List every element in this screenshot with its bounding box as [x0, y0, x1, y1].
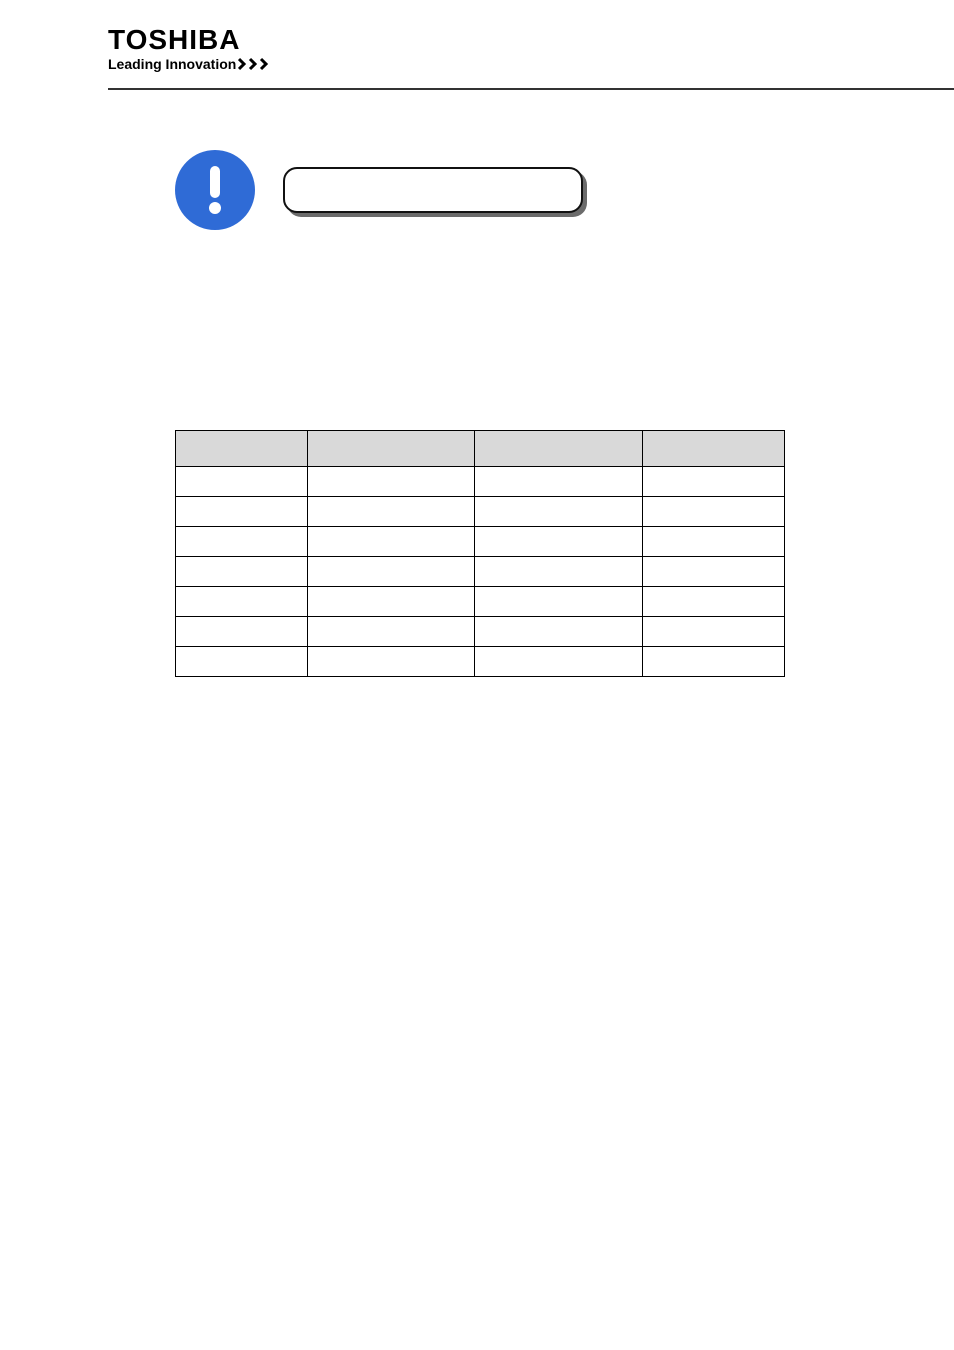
table-cell — [176, 527, 308, 557]
table-cell — [307, 467, 474, 497]
data-table-wrap — [175, 430, 785, 677]
table-cell — [475, 557, 642, 587]
table-cell — [176, 617, 308, 647]
table-header-cell — [475, 431, 642, 467]
page-content — [175, 150, 785, 677]
table-row — [176, 527, 785, 557]
table-cell — [642, 587, 784, 617]
table-cell — [475, 587, 642, 617]
chevrons-icon — [238, 57, 274, 71]
table-cell — [176, 557, 308, 587]
brand-logo: TOSHIBA Leading Innovation — [108, 24, 274, 72]
table-row — [176, 557, 785, 587]
table-cell — [307, 557, 474, 587]
table-cell — [176, 497, 308, 527]
table-cell — [475, 647, 642, 677]
table-cell — [176, 467, 308, 497]
table-cell — [642, 497, 784, 527]
table-cell — [307, 527, 474, 557]
table-header-cell — [176, 431, 308, 467]
table-cell — [176, 647, 308, 677]
page-header: TOSHIBA Leading Innovation — [108, 28, 954, 90]
notice-row — [175, 150, 785, 230]
notice-box-front — [283, 167, 583, 213]
table-cell — [642, 527, 784, 557]
notice-callout-box — [283, 167, 583, 213]
table-cell — [307, 497, 474, 527]
exclamation-icon — [175, 150, 255, 230]
table-cell — [475, 467, 642, 497]
table-cell — [307, 587, 474, 617]
table-cell — [642, 617, 784, 647]
table-cell — [307, 617, 474, 647]
table-cell — [642, 557, 784, 587]
table-row — [176, 497, 785, 527]
table-cell — [475, 497, 642, 527]
table-row — [176, 587, 785, 617]
brand-tagline-text: Leading Innovation — [108, 56, 236, 72]
table-row — [176, 467, 785, 497]
brand-wordmark: TOSHIBA — [108, 24, 274, 56]
brand-tagline: Leading Innovation — [108, 56, 274, 72]
table-header-cell — [307, 431, 474, 467]
table-row — [176, 617, 785, 647]
table-cell — [642, 647, 784, 677]
table-cell — [475, 617, 642, 647]
table-cell — [475, 527, 642, 557]
table-cell — [176, 587, 308, 617]
data-table — [175, 430, 785, 677]
document-page: TOSHIBA Leading Innovation — [0, 0, 954, 1350]
table-cell — [307, 647, 474, 677]
table-header-cell — [642, 431, 784, 467]
table-cell — [642, 467, 784, 497]
table-row — [176, 647, 785, 677]
table-header-row — [176, 431, 785, 467]
